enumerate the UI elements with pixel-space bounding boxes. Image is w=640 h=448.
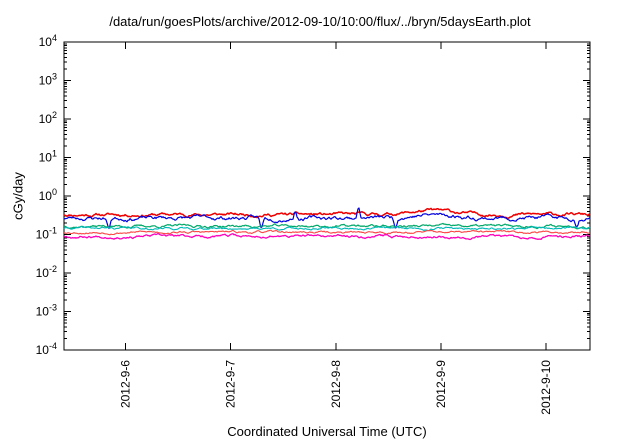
y-tick-label: 10-4 <box>36 341 57 357</box>
y-tick-label: 102 <box>39 110 57 126</box>
series-dose-rate-red-lower <box>63 229 591 236</box>
y-tick-label: 104 <box>39 33 57 49</box>
y-tick-label: 10-2 <box>36 264 57 280</box>
series-dose-rate-teal <box>63 225 591 232</box>
x-tick-label: 2012-9-6 <box>118 360 132 408</box>
x-tick-label: 2012-9-7 <box>224 360 238 408</box>
plot-title: /data/run/goesPlots/archive/2012-09-10/1… <box>109 14 531 29</box>
x-tick-label: 2012-9-10 <box>539 360 553 415</box>
series-dose-rate-green <box>63 222 591 230</box>
plot-frame <box>63 41 591 351</box>
y-tick-label: 103 <box>39 72 57 88</box>
y-tick-label: 101 <box>39 149 57 165</box>
y-tick-label: 10-3 <box>36 303 57 319</box>
y-tick-label: 10-1 <box>36 226 57 242</box>
series-dose-rate-magenta <box>63 232 591 241</box>
x-tick-label: 2012-9-8 <box>329 360 343 408</box>
x-tick-label: 2012-9-9 <box>434 360 448 408</box>
y-tick-label: 100 <box>39 187 57 203</box>
series-dose-rate-blue <box>63 207 591 230</box>
x-axis-label: Coordinated Universal Time (UTC) <box>227 424 427 439</box>
